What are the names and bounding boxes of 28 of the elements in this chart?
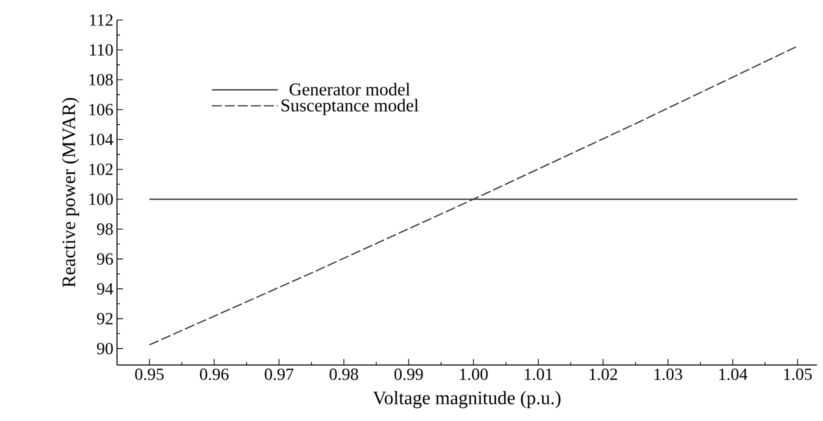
x-tick-label: 1.03	[654, 368, 682, 380]
y-axis-title: Reactive power (MVAR)	[62, 98, 80, 288]
x-tick-label: 0.97	[264, 368, 294, 380]
y-tick-label: 104	[89, 134, 114, 146]
y-tick-label: 110	[90, 44, 113, 56]
y-tick-label: 94	[97, 283, 114, 295]
legend-label: Susceptance model	[282, 98, 419, 116]
line-series	[148, 46, 798, 346]
y-tick-label: 90	[97, 342, 113, 354]
x-tick-label: 1.05	[784, 368, 812, 380]
y-tick-label: 106	[89, 104, 113, 116]
x-tick-label: 0.95	[135, 368, 164, 380]
x-tick-label: 1.04	[719, 368, 748, 380]
y-tick-label: 102	[89, 164, 113, 176]
x-tick-label: 0.96	[200, 368, 229, 380]
x-tick-label: 1.02	[590, 368, 618, 380]
y-tick-label: 100	[89, 193, 113, 205]
x-tick-label: 1.01	[524, 368, 552, 380]
x-tick-label: 0.98	[330, 368, 358, 380]
x-axis-title: Voltage magnitude (p.u.)	[372, 390, 560, 408]
legend-label: Generator model	[290, 82, 410, 96]
y-tick-label: 112	[90, 14, 113, 26]
y-tick-label: 92	[97, 312, 113, 324]
y-tick-label: 98	[97, 223, 113, 235]
y-tick-label: 108	[89, 74, 113, 86]
x-tick-label: 0.99	[394, 368, 423, 380]
y-tick-label: 96	[97, 253, 113, 265]
x-tick-label: 1.00	[460, 368, 488, 380]
